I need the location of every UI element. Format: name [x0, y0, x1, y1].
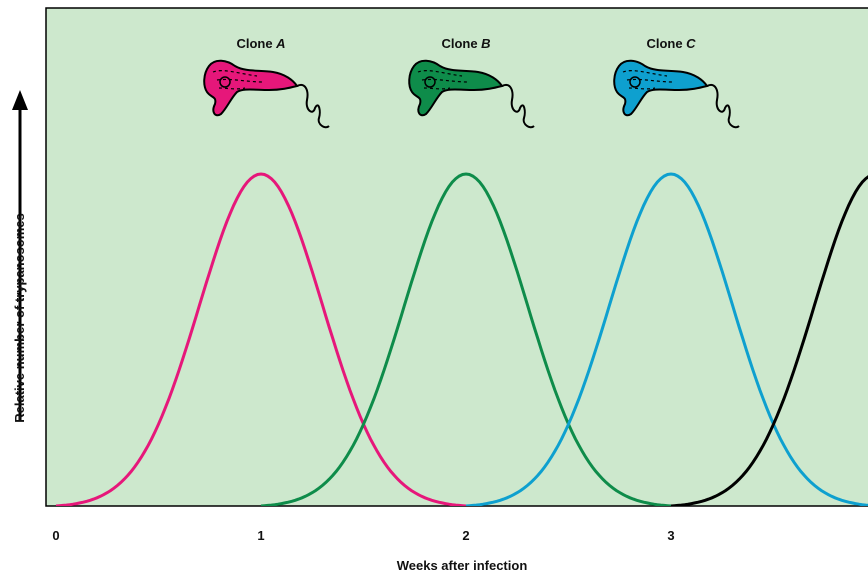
x-tick-label: 2 — [462, 528, 469, 543]
x-tick-label: 1 — [257, 528, 264, 543]
y-axis-label: Relative number of trypanosomes — [12, 213, 27, 423]
trypanosome-icon — [613, 59, 740, 129]
x-tick-label: 0 — [52, 528, 59, 543]
series-line-4 — [670, 175, 868, 506]
clone-labels: Clone A Clone B Clone C — [236, 36, 696, 51]
series-layer — [55, 172, 868, 506]
trypanosome-icon — [408, 59, 535, 129]
series-line-2 — [260, 172, 672, 506]
x-tick-label: 3 — [667, 528, 674, 543]
series-line-3 — [465, 172, 868, 506]
plot-area — [45, 7, 868, 507]
series-line-1 — [55, 172, 467, 506]
up-arrow-icon — [12, 90, 28, 420]
clone-label: Clone C — [646, 36, 696, 51]
trypanosome-icon — [203, 59, 330, 129]
clone-label: Clone B — [441, 36, 490, 51]
clone-label: Clone A — [236, 36, 285, 51]
organism-layer — [203, 59, 740, 129]
x-tick-labels: 0 1 2 3 — [52, 528, 674, 543]
x-axis-label: Weeks after infection — [397, 558, 528, 573]
